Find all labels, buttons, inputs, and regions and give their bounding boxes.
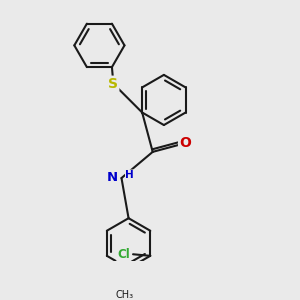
Text: CH₃: CH₃ [116, 290, 134, 300]
Text: O: O [179, 136, 191, 150]
Text: Cl: Cl [117, 248, 130, 261]
Text: S: S [108, 77, 118, 91]
Text: N: N [107, 171, 118, 184]
Text: H: H [125, 170, 134, 180]
